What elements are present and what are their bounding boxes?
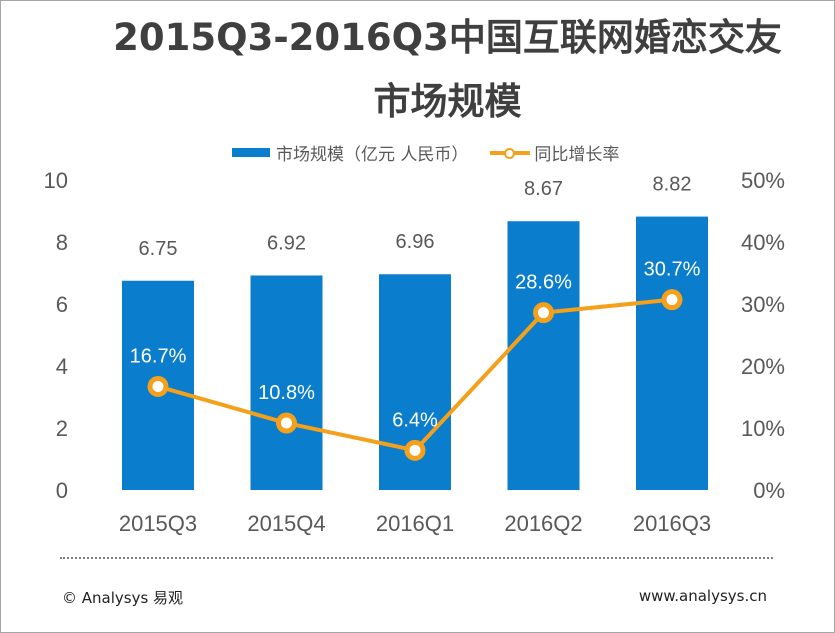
left-axis-tick: 2 xyxy=(56,416,68,441)
growth-point xyxy=(404,439,426,461)
growth-value-label: 16.7% xyxy=(130,345,187,367)
bar-value-label: 8.82 xyxy=(653,174,692,196)
growth-point xyxy=(661,289,683,311)
footer-url: www.analysys.cn xyxy=(638,587,767,605)
right-axis-tick: 20% xyxy=(741,354,785,379)
right-axis-tick: 30% xyxy=(741,292,785,317)
right-axis-tick: 10% xyxy=(741,416,785,441)
growth-point xyxy=(147,375,169,397)
x-axis-tick: 2015Q4 xyxy=(247,511,325,536)
bar xyxy=(636,216,708,490)
bar-value-label: 6.96 xyxy=(396,231,435,253)
left-axis-tick: 0 xyxy=(56,478,68,503)
footer-copyright: © Analysys 易观 xyxy=(62,589,184,607)
x-axis-tick: 2015Q3 xyxy=(119,511,197,536)
left-axis-tick: 8 xyxy=(56,230,68,255)
legend-line-swatch xyxy=(490,145,531,161)
left-axis-tick: 10 xyxy=(44,168,68,193)
legend-bar-label: 市场规模（亿元 人民币） xyxy=(276,145,469,165)
growth-point xyxy=(533,302,554,324)
left-axis-tick: 4 xyxy=(56,354,68,379)
growth-point xyxy=(276,412,297,434)
bar-value-label: 6.92 xyxy=(267,232,306,254)
left-axis-tick: 6 xyxy=(56,292,68,317)
legend: 市场规模（亿元 人民币） 同比增长率 xyxy=(232,140,619,165)
growth-value-label: 28.6% xyxy=(515,272,572,294)
right-axis-tick: 40% xyxy=(741,230,785,255)
bar xyxy=(250,275,323,490)
right-axis-tick: 50% xyxy=(741,168,785,193)
x-axis-tick: 2016Q1 xyxy=(376,511,454,536)
growth-value-label: 30.7% xyxy=(644,259,701,281)
x-axis-tick: 2016Q2 xyxy=(504,511,582,536)
legend-bar-swatch xyxy=(232,148,270,157)
chart-title-line1: 2015Q3-2016Q3中国互联网婚恋交友 xyxy=(113,16,782,59)
x-axis-tick: 2016Q3 xyxy=(633,511,711,536)
right-axis-tick: 0% xyxy=(753,478,785,503)
growth-value-label: 10.8% xyxy=(258,382,315,404)
footer-divider xyxy=(60,557,773,559)
bar-value-label: 8.67 xyxy=(524,178,563,200)
legend-line-label: 同比增长率 xyxy=(534,145,620,165)
bar xyxy=(507,221,580,491)
chart-title-line2: 市场规模 xyxy=(373,80,522,123)
bar-value-label: 6.75 xyxy=(139,238,178,260)
growth-value-label: 6.4% xyxy=(392,409,438,431)
